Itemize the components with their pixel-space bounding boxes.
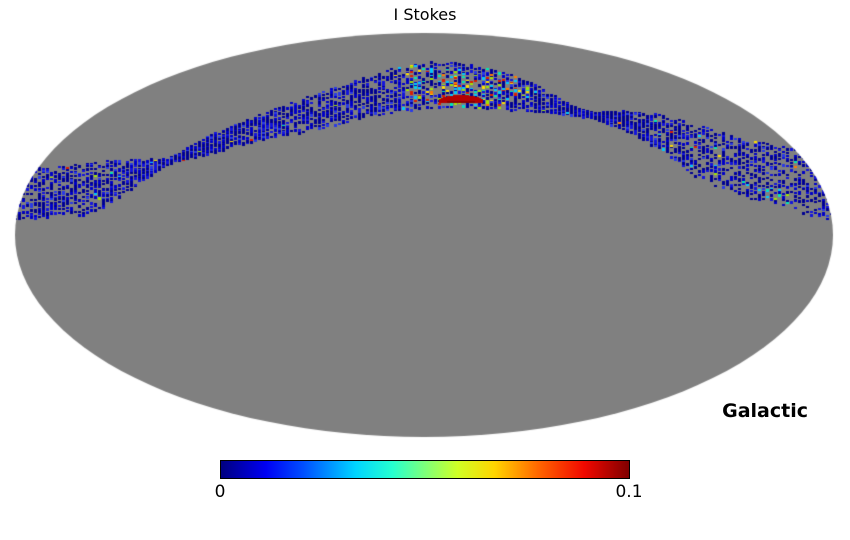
colorbar-gradient bbox=[220, 460, 630, 479]
coordinate-system-label: Galactic bbox=[722, 400, 808, 422]
plot-title: I Stokes bbox=[393, 5, 457, 24]
colorbar-min-label: 0 bbox=[214, 482, 226, 502]
colorbar-max-label: 0.1 bbox=[615, 482, 643, 502]
